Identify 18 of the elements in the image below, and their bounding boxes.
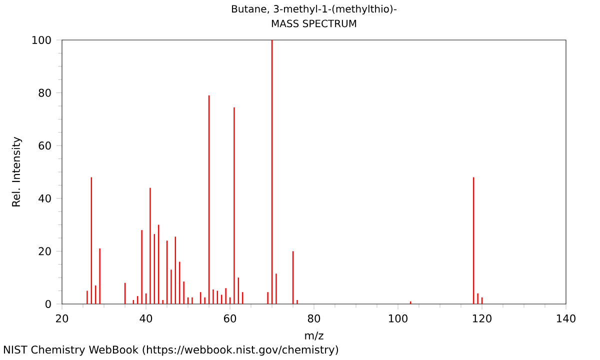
y-tick-label: 100 [32,36,51,44]
y-tick-label: 80 [38,88,51,97]
x-axis-title: m/z [305,332,324,340]
y-tick-label: 20 [38,247,51,256]
x-tick-label: 80 [308,314,320,322]
text: NIST Chemistry WebBook (https://webbook.nist.gov/chemistry) [4,345,338,356]
y-tick-label: 0 [46,300,51,308]
x-tick-label: 20 [56,314,68,322]
x-tick-label: 140 [556,314,576,322]
y-tick-label: 60 [38,142,51,150]
x-tick-label: 60 [224,314,236,322]
x-tick-label: 120 [472,314,492,322]
x-tick-label: 40 [140,314,152,322]
chart-title: Butane, 3-methyl-1-(methylthio)- [232,4,396,15]
y-tick-label: 40 [38,194,51,202]
y-axis-title: Rel. Intensity [12,136,22,206]
x-tick-label: 100 [388,314,408,322]
chart-subtitle: MASS SPECTRUM [272,20,356,28]
